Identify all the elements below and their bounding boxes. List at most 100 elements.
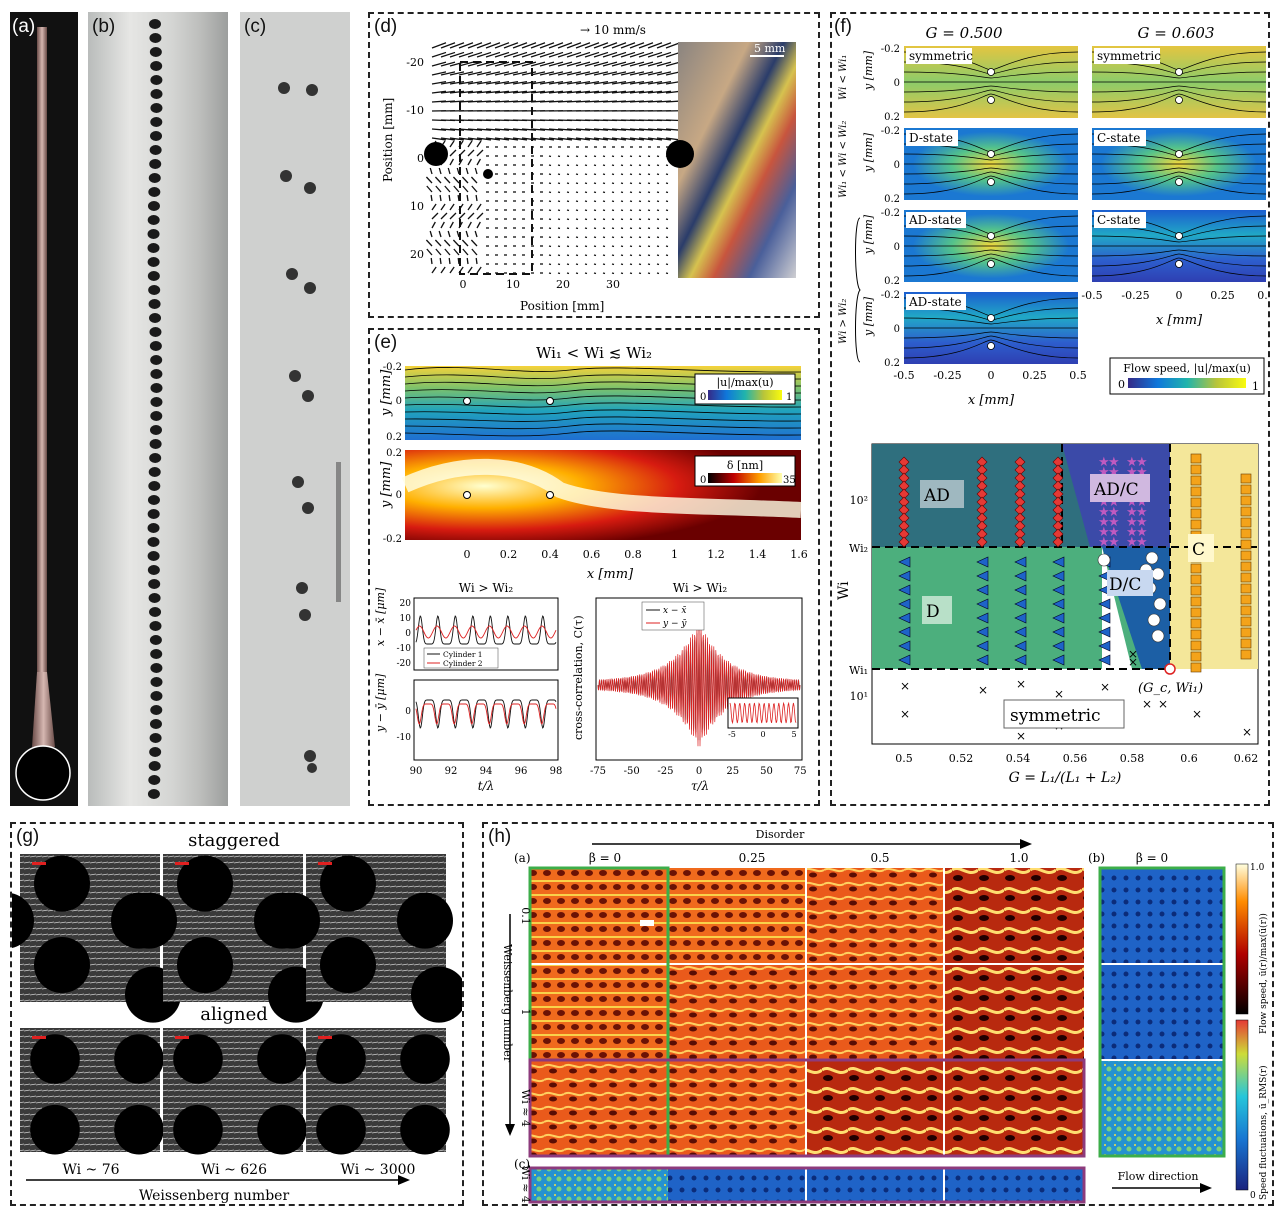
panel-c-label: (c) <box>244 16 267 37</box>
svg-text:35: 35 <box>783 475 796 486</box>
svg-text:β = 0: β = 0 <box>589 851 621 865</box>
svg-text:-0.2: -0.2 <box>383 362 402 373</box>
svg-text:x − x̄ [μm]: x − x̄ [μm] <box>374 587 387 646</box>
svg-text:cross-correlation, C(τ): cross-correlation, C(τ) <box>572 615 585 740</box>
pd-xtick: 0.58 <box>1120 752 1145 765</box>
ts-ytick: 20 <box>400 599 412 609</box>
ts-xtick: 94 <box>480 766 493 777</box>
svg-text:★: ★ <box>1126 525 1138 540</box>
velocity-field-plot: → 10 mm/s Position [mm] Position [mm] -2… <box>381 23 796 313</box>
ts-xtick: 98 <box>550 766 563 777</box>
svg-text:C: C <box>1192 540 1205 560</box>
svg-text:t/λ: t/λ <box>478 779 494 793</box>
svg-text:Speed fluctuations, ū_RMS(r): Speed fluctuations, ū_RMS(r) <box>1258 1065 1269 1200</box>
svg-text:0.1: 0.1 <box>519 907 532 925</box>
svg-text:×: × <box>900 679 910 693</box>
svg-text:×: × <box>900 707 910 721</box>
svg-text:-10: -10 <box>406 104 424 117</box>
svg-text:★: ★ <box>1136 455 1148 470</box>
svg-text:Cylinder 2: Cylinder 2 <box>443 659 483 668</box>
svg-text:20: 20 <box>410 248 424 261</box>
e-xtick: 1.4 <box>749 548 767 561</box>
svg-text:Wi > Wi₂: Wi > Wi₂ <box>673 581 728 595</box>
e-title: Wi₁ < Wi ≲ Wi₂ <box>536 344 652 362</box>
f-xtick: 0.25 <box>1022 369 1047 382</box>
svg-text:AD-state: AD-state <box>908 213 962 227</box>
svg-text:×: × <box>1100 680 1110 694</box>
svg-text:AD-state: AD-state <box>908 295 962 309</box>
svg-text:0: 0 <box>700 475 706 486</box>
pd-xtick: 0.62 <box>1234 752 1259 765</box>
e-xtick: 0.6 <box>583 548 601 561</box>
svg-text:x [mm]: x [mm] <box>968 393 1015 408</box>
svg-text:★: ★ <box>1126 495 1138 510</box>
phase-diagram: ★★★★★★★★★★★★★★★★★★★★★★★★★★★★★★★★★★★★××××… <box>836 443 1259 786</box>
d-yticks: -20 -10 0 10 20 <box>406 56 424 261</box>
svg-text:0.2: 0.2 <box>386 432 402 443</box>
filament-illustration <box>15 27 71 801</box>
svg-text:C-state: C-state <box>1097 131 1140 145</box>
f-xtick: -0.5 <box>893 369 914 382</box>
cc-xtick: 0 <box>696 766 702 777</box>
svg-text:0.25: 0.25 <box>739 851 766 865</box>
svg-text:×: × <box>1192 707 1202 721</box>
svg-text:0: 0 <box>1118 378 1125 391</box>
scale-bar-label: 5 mm <box>754 42 786 55</box>
svg-text:1: 1 <box>519 1009 532 1016</box>
svg-text:10: 10 <box>506 278 520 291</box>
f-xtick: 0.5 <box>1069 369 1087 382</box>
svg-text:Weissenberg number: Weissenberg number <box>501 944 514 1063</box>
svg-text:AD/C: AD/C <box>1093 480 1139 500</box>
ts-ytick: -20 <box>397 659 412 669</box>
f-ytick: -0.2 <box>881 290 900 301</box>
svg-text:★: ★ <box>1108 465 1120 480</box>
svg-text:×: × <box>1128 647 1138 661</box>
svg-text:0: 0 <box>405 707 411 717</box>
pd-xtick: 0.52 <box>949 752 974 765</box>
svg-text:★: ★ <box>1136 525 1148 540</box>
f-col-title-1: G = 0.500 <box>925 24 1002 42</box>
panel-g-images: staggered aligned Wi ~ 76 Wi ~ 626 Wi ~ … <box>0 830 467 1204</box>
svg-text:Flow speed, ū(r)/max(ū(r)): Flow speed, ū(r)/max(ū(r)) <box>1258 913 1269 1034</box>
d-ylabel: Position [mm] <box>381 98 395 182</box>
f-ytick: 0.2 <box>884 358 900 369</box>
svg-text:(c): (c) <box>514 1157 530 1171</box>
panel-h-label: (h) <box>488 826 512 847</box>
svg-text:D/C: D/C <box>1109 575 1141 595</box>
svg-text:Wi ≈ 4: Wi ≈ 4 <box>519 1165 532 1203</box>
panel-e-plots: Wi₁ < Wi ≲ Wi₂ |u|/max(u) 0 1 y [mm] -0.… <box>374 344 808 793</box>
svg-text:×: × <box>978 683 988 697</box>
cc-xtick: -25 <box>657 766 673 777</box>
svg-text:★: ★ <box>1098 455 1110 470</box>
panel-h: (h) <box>482 822 1274 1206</box>
f-xtick: 0.5 <box>1257 289 1268 302</box>
svg-text:y [mm]: y [mm] <box>862 50 875 91</box>
svg-text:10: 10 <box>410 200 424 213</box>
bead-chain <box>147 19 163 799</box>
svg-text:symmetric: symmetric <box>1097 49 1161 63</box>
svg-text:0.2: 0.2 <box>386 448 402 459</box>
svg-text:30: 30 <box>606 278 620 291</box>
svg-text:Cylinder 1: Cylinder 1 <box>443 650 483 659</box>
svg-text:×: × <box>1128 655 1138 669</box>
f-ytick: -0.2 <box>881 208 900 219</box>
svg-text:1: 1 <box>1252 380 1259 393</box>
ts-xtick: 96 <box>515 766 528 777</box>
svg-text:-0.2: -0.2 <box>383 534 402 545</box>
svg-text:★: ★ <box>1098 525 1110 540</box>
ts-ytick: -10 <box>397 644 412 654</box>
svg-text:★: ★ <box>1108 455 1120 470</box>
svg-text:0.5: 0.5 <box>870 851 889 865</box>
e-xtick: 0.4 <box>541 548 559 561</box>
svg-text:-10: -10 <box>397 733 412 743</box>
d-xlabel: Position [mm] <box>520 299 604 313</box>
svg-text:★: ★ <box>1098 495 1110 510</box>
svg-text:★: ★ <box>1126 465 1138 480</box>
svg-text:Wi ~ 626: Wi ~ 626 <box>201 1162 267 1178</box>
panel-e-label: (e) <box>374 332 398 353</box>
ts-xtick: 92 <box>445 766 458 777</box>
svg-text:★: ★ <box>1126 535 1138 550</box>
f-xtick: -0.25 <box>933 369 961 382</box>
panel-c-image: (c) <box>240 12 350 806</box>
svg-text:C-state: C-state <box>1097 213 1140 227</box>
